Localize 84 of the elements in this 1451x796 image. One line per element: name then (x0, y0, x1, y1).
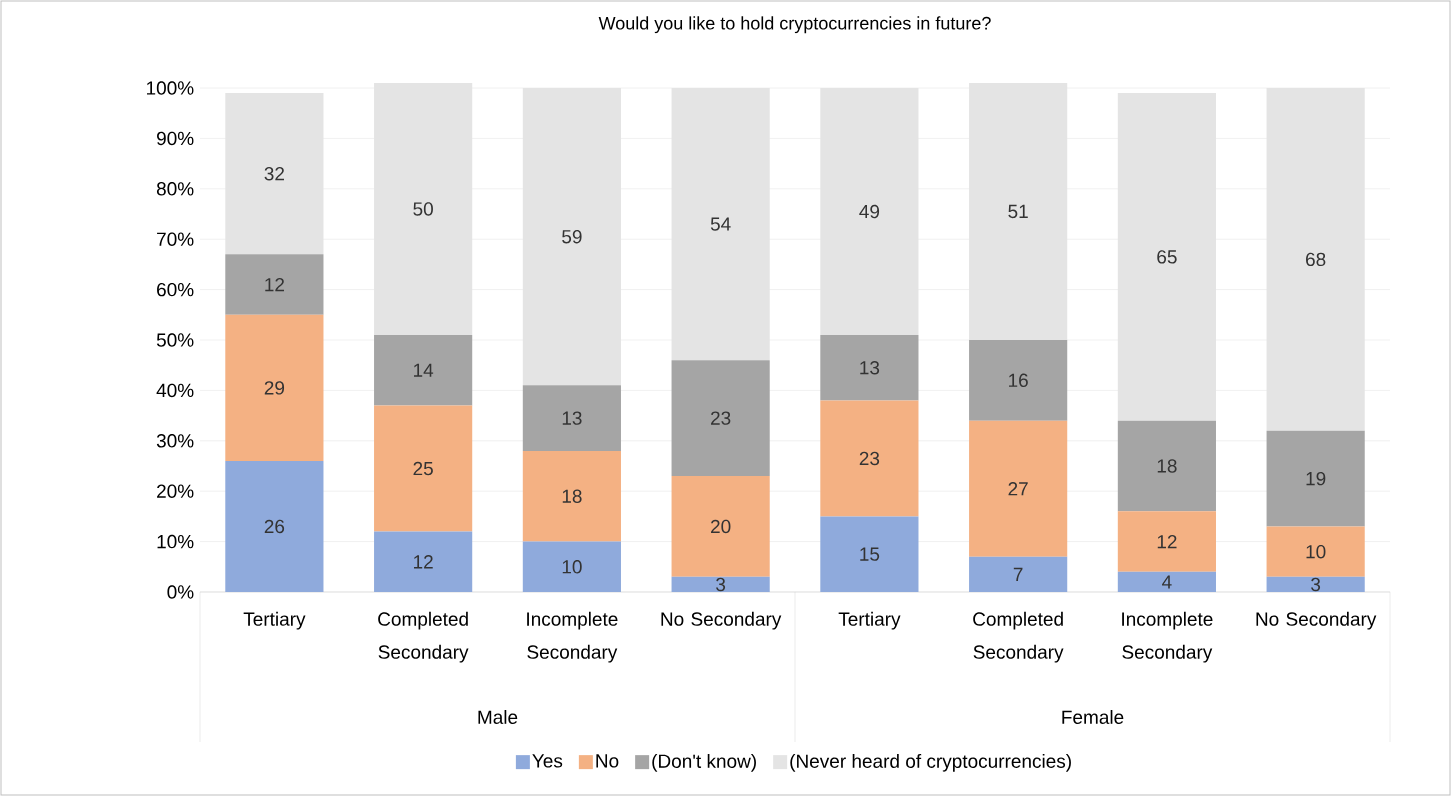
data-label: 13 (860, 361, 880, 375)
bar (225, 314, 324, 461)
bar (671, 360, 770, 477)
bar (671, 476, 770, 577)
bar (522, 450, 621, 542)
data-label: 14 (414, 363, 434, 377)
y-tick-label: 10% (157, 534, 194, 549)
data-label: 4 (1162, 575, 1172, 589)
y-tick-label: 70% (157, 232, 194, 246)
data-label: 7 (1013, 567, 1023, 581)
data-label: 27 (1008, 482, 1028, 496)
data-label: 51 (1008, 204, 1028, 219)
x-tick-label: Completed Secondary (378, 611, 469, 663)
bar (1117, 511, 1216, 572)
data-label: 32 (264, 166, 284, 181)
data-label: 26 (264, 519, 285, 534)
x-tick-label: Incomplete Secondary (527, 611, 618, 663)
data-label: 3 (716, 577, 726, 592)
bar (225, 460, 324, 592)
data-label: 65 (1157, 250, 1177, 264)
data-label: 15 (860, 547, 880, 561)
bar (1266, 430, 1365, 527)
bar (1117, 571, 1216, 592)
bar (1266, 526, 1365, 577)
legend-label: (Never heard of cryptocurrencies) (790, 753, 1071, 772)
bar (374, 334, 473, 406)
chart-title: Would you like to hold cryptocurrencies in future? (598, 16, 991, 34)
data-label: 10 (1306, 544, 1326, 559)
data-label: 18 (1157, 459, 1177, 473)
x-tick-label: No Secondary (661, 611, 782, 630)
y-tick-label: 30% (156, 434, 194, 448)
bar (1266, 576, 1365, 592)
data-label: 12 (1157, 534, 1177, 549)
data-label: 18 (562, 489, 582, 503)
legend-label: No (596, 754, 619, 768)
bar (522, 385, 621, 451)
bar (820, 516, 919, 592)
y-tick-label: 20% (157, 484, 194, 498)
data-label: 10 (562, 560, 582, 574)
x-tick-label: Completed Secondary (973, 611, 1064, 663)
data-label: 29 (264, 381, 285, 395)
x-tick-label: No Secondary (1256, 611, 1377, 630)
y-tick-label: 50% (156, 333, 194, 347)
y-tick-label: 60% (157, 282, 194, 297)
bar (969, 556, 1068, 592)
y-tick-label: 80% (156, 182, 194, 196)
data-label: 12 (265, 277, 284, 292)
data-label: 16 (1009, 373, 1028, 388)
data-label: 23 (711, 411, 731, 425)
y-tick-label: 40% (156, 383, 194, 398)
bar (522, 541, 621, 592)
data-label: 3 (1311, 577, 1321, 592)
data-label: 59 (562, 229, 582, 244)
bar (225, 93, 324, 255)
data-label: 23 (859, 451, 880, 466)
bar (671, 576, 770, 592)
bar (1117, 93, 1216, 421)
data-label: 20 (711, 519, 731, 534)
y-tick-label: 0% (167, 585, 194, 599)
bar (1117, 420, 1216, 512)
data-label: 19 (1306, 471, 1326, 486)
bar (820, 400, 919, 517)
x-tick-label: Tertiary (243, 611, 306, 630)
data-label: 13 (562, 411, 582, 425)
y-tick-label: 100% (147, 81, 194, 95)
x-tick-label: Tertiary (838, 611, 901, 630)
text: Male (478, 710, 518, 724)
data-label: 49 (859, 204, 880, 219)
bar (969, 420, 1068, 557)
bar (969, 340, 1068, 421)
bar (225, 254, 324, 315)
legend-label: (Don't know) (652, 753, 756, 772)
data-label: 12 (414, 555, 433, 569)
y-tick-label: 90% (157, 131, 194, 146)
text: Female (1062, 710, 1124, 724)
bar (374, 405, 473, 532)
bar (374, 531, 473, 592)
data-label: 68 (1306, 252, 1326, 267)
x-tick-label: Incomplete Secondary (1122, 611, 1213, 663)
legend-label: Yes (532, 754, 563, 768)
data-label: 54 (710, 217, 731, 231)
bar (820, 334, 919, 401)
data-label: 50 (413, 202, 433, 216)
data-label: 25 (413, 461, 433, 476)
